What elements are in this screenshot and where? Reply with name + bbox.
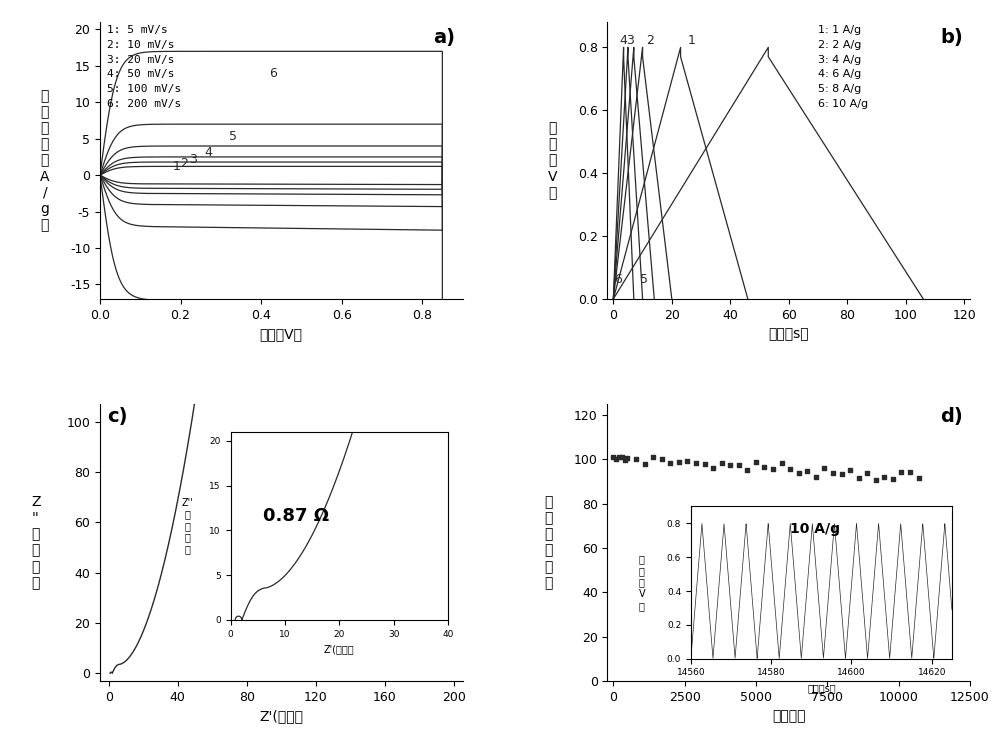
Point — [697, 458, 713, 470]
Text: b): b) — [940, 27, 963, 47]
Point — [893, 466, 909, 478]
Text: 4: 4 — [619, 34, 627, 47]
Point — [756, 461, 772, 473]
Point — [619, 452, 635, 464]
Point — [608, 453, 624, 465]
Point — [885, 473, 901, 485]
Point — [902, 466, 918, 478]
Text: 1: 1 A/g
2: 2 A/g
3: 4 A/g
4: 6 A/g
5: 8 A/g
6: 10 A/g: 1: 1 A/g 2: 2 A/g 3: 4 A/g 4: 6 A/g 5: 8… — [818, 25, 868, 109]
Point — [842, 464, 858, 476]
Point — [662, 457, 678, 468]
Text: 1: 5 mV/s
2: 10 mV/s
3: 20 mV/s
4: 50 mV/s
5: 100 mV/s
6: 200 mV/s: 1: 5 mV/s 2: 10 mV/s 3: 20 mV/s 4: 50 mV… — [107, 25, 182, 109]
Text: 4: 4 — [205, 147, 213, 159]
Text: 6: 6 — [269, 67, 277, 80]
Point — [605, 451, 621, 463]
Y-axis label: 比
电
容
百
分
比: 比 电 容 百 分 比 — [545, 495, 553, 590]
Point — [722, 459, 738, 471]
Point — [614, 451, 630, 462]
X-axis label: 时间（s）: 时间（s） — [768, 327, 809, 341]
Y-axis label: Z
''
（
欧
姆
）: Z '' （ 欧 姆 ） — [31, 495, 41, 590]
Text: 2: 2 — [181, 157, 188, 170]
Point — [671, 456, 687, 468]
Point — [617, 454, 633, 466]
Text: d): d) — [940, 407, 963, 426]
Point — [782, 463, 798, 475]
Text: 5: 5 — [640, 273, 648, 286]
Point — [876, 471, 892, 482]
Point — [739, 464, 755, 476]
Y-axis label: 电
流
密
度
（
A
/
g
）: 电 流 密 度 （ A / g ） — [40, 89, 50, 232]
Point — [714, 457, 730, 469]
Text: 1: 1 — [173, 160, 180, 173]
Point — [748, 457, 764, 468]
Text: 6: 6 — [614, 273, 622, 286]
Point — [808, 471, 824, 482]
Text: 5: 5 — [229, 130, 237, 143]
Point — [654, 453, 670, 465]
Point — [834, 468, 850, 480]
Text: 3: 3 — [189, 153, 196, 166]
Point — [688, 457, 704, 469]
Point — [628, 453, 644, 465]
Point — [645, 451, 661, 463]
Point — [825, 467, 841, 479]
Point — [859, 467, 875, 479]
Point — [851, 472, 867, 484]
Point — [705, 462, 721, 474]
Point — [799, 465, 815, 477]
Point — [765, 462, 781, 474]
Point — [611, 451, 627, 463]
X-axis label: Z'(欧姆）: Z'(欧姆） — [259, 709, 303, 723]
Text: 1: 1 — [688, 34, 696, 47]
Text: 2: 2 — [646, 34, 654, 47]
Point — [911, 472, 927, 484]
Text: c): c) — [107, 407, 128, 426]
X-axis label: 循环次数: 循环次数 — [772, 709, 805, 723]
Y-axis label: 电
压
（
V
）: 电 压 （ V ） — [548, 121, 558, 200]
Point — [679, 455, 695, 467]
Point — [816, 462, 832, 474]
Point — [774, 457, 790, 469]
Text: a): a) — [433, 27, 455, 47]
Point — [637, 458, 653, 470]
Text: 3: 3 — [627, 34, 634, 47]
Point — [868, 474, 884, 486]
X-axis label: 电压（V）: 电压（V） — [260, 327, 303, 341]
Point — [791, 468, 807, 480]
Point — [731, 459, 747, 471]
